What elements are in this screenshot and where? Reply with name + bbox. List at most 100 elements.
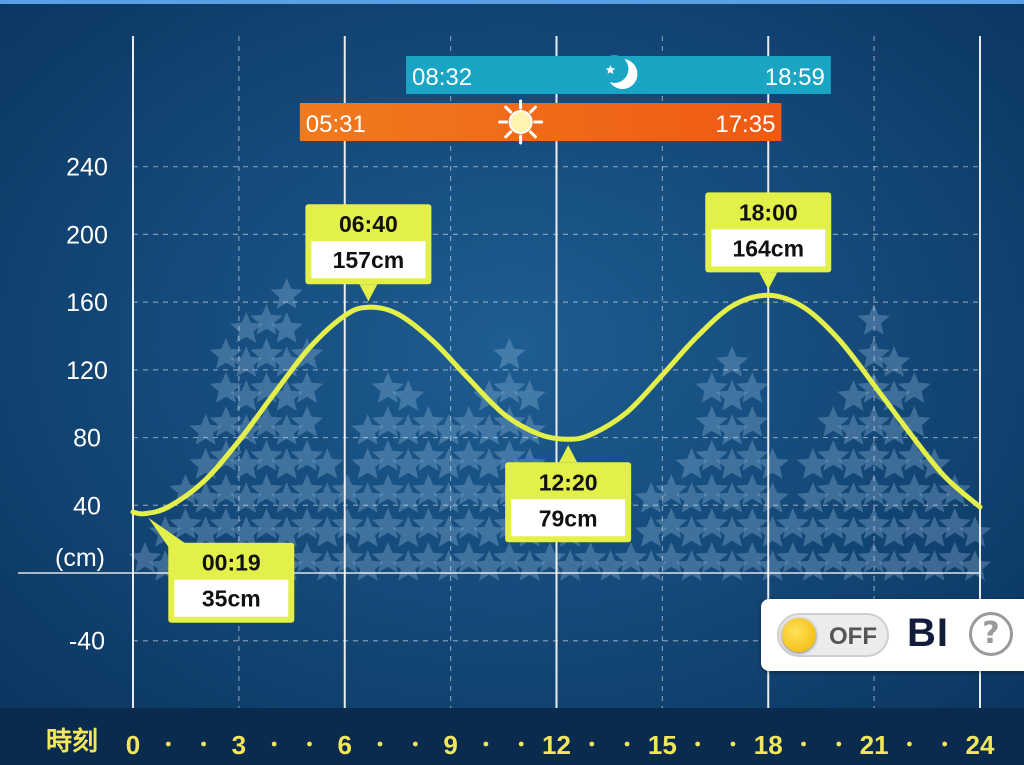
toggle-knob <box>782 618 816 652</box>
callout-pointer <box>359 284 378 302</box>
x-minor-dot <box>518 741 524 747</box>
star-mark <box>230 380 263 411</box>
y-tick-label: 40 <box>73 492 101 520</box>
star-mark <box>371 542 405 573</box>
star-mark <box>776 508 809 539</box>
star-mark <box>230 516 263 547</box>
callout-value-bg <box>711 229 826 267</box>
x-axis-label: 時刻 <box>46 726 98 756</box>
x-minor-dot <box>624 741 630 747</box>
star-mark <box>250 304 283 335</box>
callout-value: 164cm <box>732 235 804 261</box>
star-mark <box>331 474 364 505</box>
x-tick-label: 15 <box>648 730 677 760</box>
star-mark <box>392 482 425 513</box>
x-minor-dot <box>730 741 736 747</box>
x-minor-dot <box>589 741 595 747</box>
moon-rise-time: 08:32 <box>412 64 472 91</box>
callout-value-bg <box>311 241 426 279</box>
star-mark <box>493 372 526 403</box>
x-minor-dot <box>271 741 277 747</box>
star-mark <box>796 448 830 479</box>
tide-callout: 00:19 35cm <box>148 517 295 623</box>
star-mark <box>695 372 728 403</box>
tide-callout: 06:40 157cm <box>305 204 432 302</box>
x-minor-dot <box>907 741 912 747</box>
star-mark <box>695 440 728 471</box>
moon-icon <box>600 55 638 89</box>
star-mark <box>837 414 870 445</box>
x-tick-label: 18 <box>754 730 783 760</box>
star-mark <box>655 542 688 573</box>
star-mark <box>736 508 769 539</box>
star-mark <box>655 508 688 539</box>
star-mark <box>513 380 546 411</box>
star-mark <box>412 406 445 437</box>
x-minor-dot <box>942 741 948 747</box>
star-mark <box>675 448 708 479</box>
star-mark <box>412 542 445 573</box>
star-mark <box>898 372 931 403</box>
star-mark <box>270 278 303 309</box>
star-mark <box>756 448 789 479</box>
star-mark <box>331 542 364 573</box>
star-mark <box>877 482 911 513</box>
y-axis-ticks: 240 200 160 120 80 40 -40 <box>66 154 108 656</box>
star-mark <box>290 474 324 505</box>
star-mark <box>695 542 728 573</box>
bi-toggle-switch[interactable]: OFF <box>777 613 889 657</box>
star-mark <box>472 482 506 513</box>
star-mark <box>958 516 992 547</box>
x-axis-ticks: 0 3 6 9 12 15 18 21 24 <box>126 730 995 760</box>
star-mark <box>432 516 465 547</box>
y-tick-label: 200 <box>66 221 108 249</box>
star-mark <box>209 372 243 403</box>
x-tick-label: 24 <box>966 730 995 760</box>
callout-time: 06:40 <box>339 211 398 237</box>
callout-pointer <box>148 517 191 547</box>
star-mark <box>371 440 405 471</box>
bi-label: BI <box>907 611 949 655</box>
star-mark <box>230 312 263 343</box>
star-mark <box>675 516 708 547</box>
star-mark <box>574 542 607 573</box>
callout-value: 35cm <box>202 586 261 612</box>
star-mark <box>351 448 384 479</box>
star-mark <box>634 482 668 513</box>
star-mark <box>290 440 324 471</box>
callout-time: 12:20 <box>539 469 598 495</box>
x-minor-dot <box>483 741 489 747</box>
star-mark <box>817 474 850 505</box>
star-mark <box>877 516 911 547</box>
help-icon[interactable]: ? <box>969 612 1013 656</box>
x-minor-dot <box>695 741 701 747</box>
star-mark <box>209 508 243 539</box>
star-mark <box>392 414 425 445</box>
star-mark <box>270 448 303 479</box>
star-mark <box>655 474 688 505</box>
x-tick-label: 0 <box>126 730 140 760</box>
star-mark <box>230 448 263 479</box>
star-mark <box>452 508 486 539</box>
star-mark <box>493 406 526 437</box>
star-mark <box>695 508 728 539</box>
x-tick-label: 9 <box>443 730 457 760</box>
star-mark <box>452 474 486 505</box>
star-mark <box>270 482 303 513</box>
star-mark <box>371 406 405 437</box>
callout-value: 157cm <box>333 247 405 273</box>
star-mark <box>331 508 364 539</box>
star-mark <box>412 474 445 505</box>
star-mark <box>270 414 303 445</box>
y-tick-label: 120 <box>66 357 108 385</box>
star-mark <box>452 440 486 471</box>
x-minor-dot <box>377 741 383 747</box>
star-mark <box>493 338 526 369</box>
star-mark <box>169 508 202 539</box>
star-mark <box>392 380 425 411</box>
y-tick-label: 160 <box>66 289 108 317</box>
tide-callout: 12:20 79cm <box>505 445 632 543</box>
callout-time: 00:19 <box>202 550 261 576</box>
star-mark <box>169 474 202 505</box>
y-unit-label: (cm) <box>55 544 105 572</box>
